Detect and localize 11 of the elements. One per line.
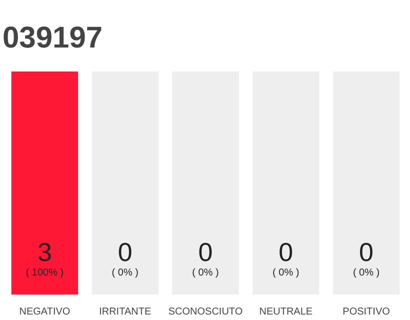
data-label: 0 ( 0% ) [272,237,300,279]
x-tick-label: SCONOSCIUTO [168,306,243,318]
data-label: 0 ( 0% ) [352,237,380,279]
x-tick-label: NEUTRALE [259,306,313,318]
x-tick-label: NEGATIVO [19,306,70,318]
data-label: 3 ( 100% ) [26,237,64,279]
x-tick-label: POSITIVO [342,306,390,318]
data-label: 0 ( 0% ) [192,237,219,279]
x-tick-label: IRRITANTE [99,306,152,318]
data-label: 0 ( 0% ) [112,237,138,279]
chart-title: 039197 [2,22,103,54]
